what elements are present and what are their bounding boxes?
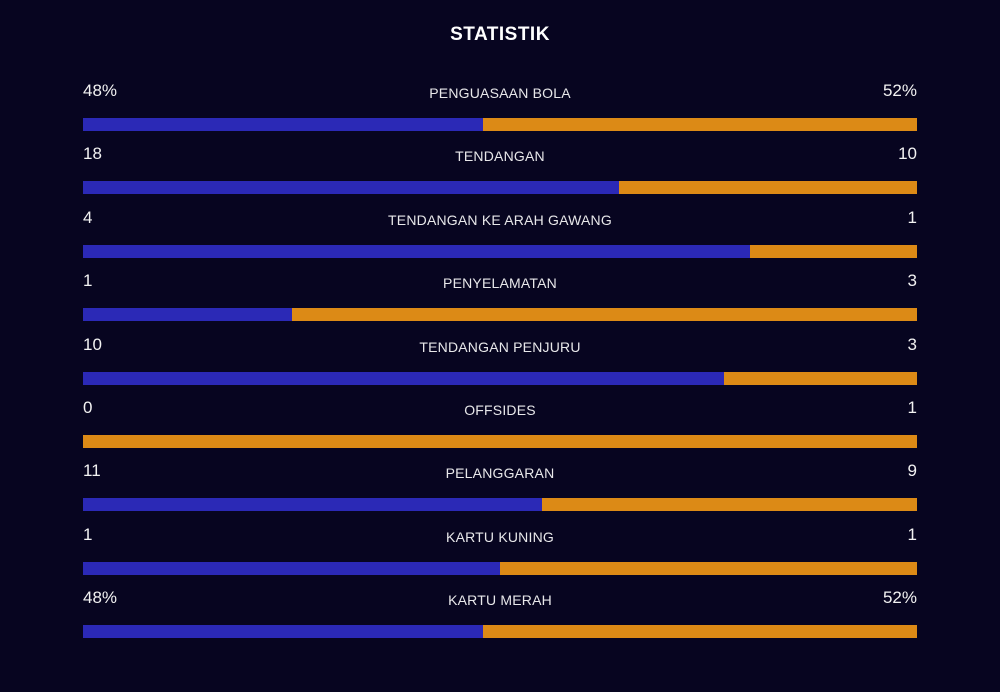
stat-row: 18 TENDANGAN 10 xyxy=(83,143,917,206)
comparison-bar xyxy=(83,118,917,131)
comparison-bar xyxy=(83,371,917,385)
comparison-bar xyxy=(83,498,917,512)
away-value: 1 xyxy=(907,524,917,544)
stats-title: STATISTIK xyxy=(450,24,550,45)
away-value: 3 xyxy=(907,334,917,354)
stat-header: 18 TENDANGAN 10 xyxy=(83,143,917,181)
stat-header: 48% KARTU MERAH 52% xyxy=(83,587,917,625)
comparison-bar xyxy=(83,181,917,195)
home-share-fill xyxy=(83,625,484,639)
comparison-bar xyxy=(83,308,917,322)
stat-row: 48% KARTU MERAH 52% xyxy=(83,587,917,650)
home-value: 10 xyxy=(83,334,102,354)
away-value: 52% xyxy=(882,81,917,100)
stats-list: 48% PENGUASAAN BOLA 52% 18 TENDANGAN 10 4 TENDA… xyxy=(83,80,917,651)
stat-label: PELANGGARAN xyxy=(445,465,555,482)
stat-label: PENGUASAAN BOLA xyxy=(429,85,571,101)
stat-label: KARTU KUNING xyxy=(446,528,554,545)
stat-label: TENDANGAN xyxy=(455,148,545,165)
stat-row: 11 PELANGGARAN 9 xyxy=(83,460,917,523)
stat-row: 48% PENGUASAAN BOLA 52% xyxy=(83,80,917,143)
home-value: 4 xyxy=(83,207,93,227)
stat-label: PENYELAMATAN xyxy=(443,275,557,292)
away-value: 10 xyxy=(898,144,917,164)
home-share-fill xyxy=(83,498,542,512)
comparison-bar xyxy=(83,561,917,575)
home-share-fill xyxy=(83,118,484,131)
home-value: 1 xyxy=(83,524,93,544)
stat-header: 1 KARTU KUNING 1 xyxy=(83,524,917,562)
away-value: 1 xyxy=(907,207,917,227)
stat-row: 10 TENDANGAN PENJURU 3 xyxy=(83,334,917,397)
stat-row: 1 KARTU KUNING 1 xyxy=(83,524,917,587)
away-value: 3 xyxy=(907,271,917,291)
home-share-fill xyxy=(83,181,620,195)
away-value: 1 xyxy=(907,397,917,417)
comparison-bar xyxy=(83,625,917,639)
home-share-fill xyxy=(83,308,292,322)
home-share-fill xyxy=(83,244,751,258)
home-value: 48% xyxy=(83,81,118,100)
home-value: 1 xyxy=(83,271,93,291)
stat-header: 1 PENYELAMATAN 3 xyxy=(83,270,917,308)
stat-header: 11 PELANGGARAN 9 xyxy=(83,460,917,498)
home-share-fill xyxy=(83,561,500,575)
stat-header: 4 TENDANGAN KE ARAH GAWANG 1 xyxy=(83,207,917,245)
away-value: 9 xyxy=(907,461,917,481)
away-value: 52% xyxy=(882,588,917,608)
home-value: 11 xyxy=(83,461,101,481)
stat-header: 10 TENDANGAN PENJURU 3 xyxy=(83,334,917,372)
home-value: 18 xyxy=(83,144,102,164)
comparison-bar xyxy=(83,244,917,258)
home-value: 48% xyxy=(83,588,118,608)
home-value: 0 xyxy=(83,397,93,417)
stat-row: 1 PENYELAMATAN 3 xyxy=(83,270,917,333)
stat-row: 0 OFFSIDES 1 xyxy=(83,397,917,460)
stat-label: OFFSIDES xyxy=(464,401,536,418)
stat-label: KARTU MERAH xyxy=(448,592,552,609)
stat-label: TENDANGAN KE ARAH GAWANG xyxy=(388,211,612,228)
comparison-bar xyxy=(83,434,917,448)
stat-label: TENDANGAN PENJURU xyxy=(419,338,581,355)
stat-row: 4 TENDANGAN KE ARAH GAWANG 1 xyxy=(83,207,917,270)
home-share-fill xyxy=(83,371,725,385)
stat-header: 48% PENGUASAAN BOLA 52% xyxy=(83,80,917,118)
stat-header: 0 OFFSIDES 1 xyxy=(83,397,917,435)
